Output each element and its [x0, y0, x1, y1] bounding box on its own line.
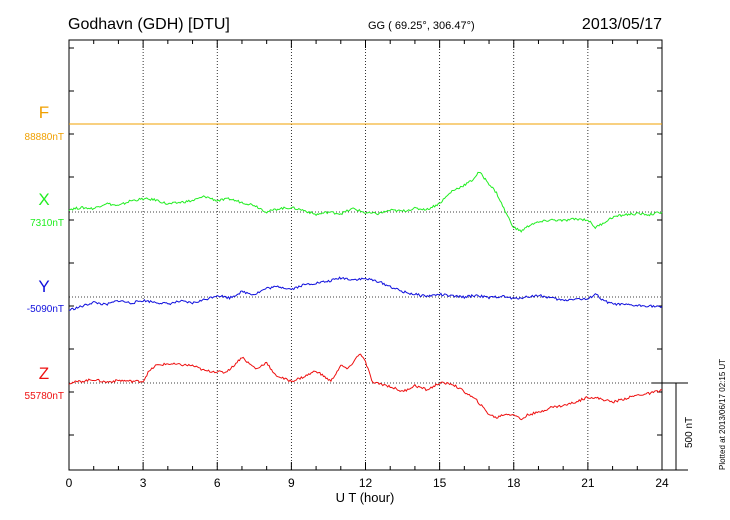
- grid-lines: [142, 40, 589, 470]
- plot-date: 2013/05/17: [582, 16, 662, 33]
- series-name-y: Y: [38, 277, 49, 296]
- x-tick-label: 9: [288, 476, 295, 490]
- series-line-y: [68, 276, 663, 311]
- plot-frame: [68, 39, 663, 471]
- series-baseline-label-z: 55780nT: [25, 391, 64, 402]
- series-baseline-label-f: 88880nT: [25, 132, 64, 143]
- scale-bar-label: 500 nT: [684, 417, 695, 448]
- station-coords: GG ( 69.25°, 306.47°): [368, 20, 475, 32]
- plotted-at-note: Plotted at 2013/06/17 02:15 UT: [718, 359, 727, 470]
- x-tick-label: 3: [140, 476, 147, 490]
- series-line-x: [68, 171, 663, 233]
- x-tick-label: 12: [359, 476, 373, 490]
- series-name-x: X: [38, 190, 49, 209]
- x-tick-label: 18: [507, 476, 521, 490]
- series-baseline-label-y: -5090nT: [27, 304, 64, 315]
- series-baseline-label-x: 7310nT: [30, 218, 64, 229]
- x-axis-label: U T (hour): [336, 490, 395, 505]
- series-lines: [68, 123, 663, 421]
- x-tick-label: 24: [655, 476, 669, 490]
- x-tick-label: 21: [581, 476, 595, 490]
- x-tick-label: 6: [214, 476, 221, 490]
- x-tick-label: 0: [66, 476, 73, 490]
- station-title: Godhavn (GDH) [DTU]: [68, 16, 230, 33]
- series-line-z: [68, 353, 663, 421]
- series-name-z: Z: [39, 364, 49, 383]
- x-tick-label: 15: [433, 476, 447, 490]
- x-tick-labels: 0 3 6 9 12 15 18 21 24: [66, 476, 669, 490]
- series-labels: F 88880nT X 7310nT Y -5090nT Z 55780nT: [25, 103, 64, 402]
- scale-bar: 500 nT: [652, 382, 695, 471]
- series-name-f: F: [39, 103, 49, 122]
- axis-ticks: [68, 40, 663, 470]
